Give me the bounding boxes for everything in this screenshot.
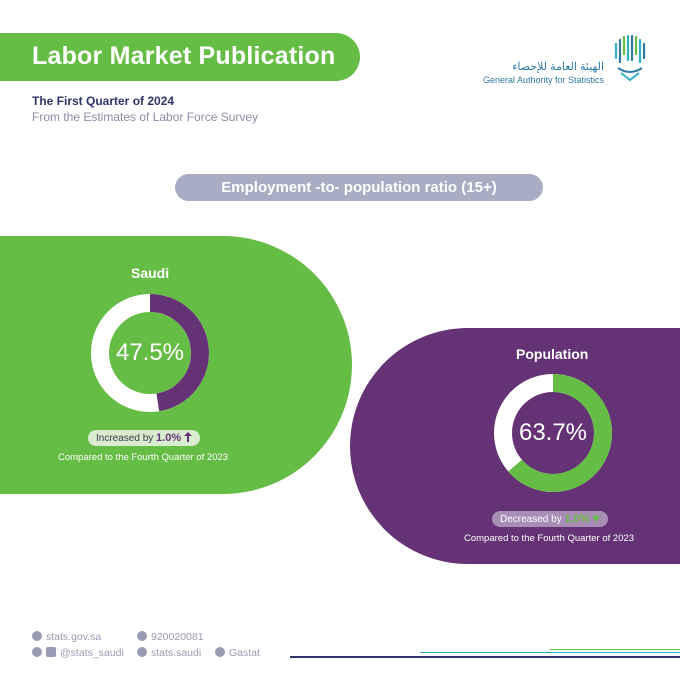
logo-english-name: General Authority for Statistics <box>482 75 604 85</box>
title-banner: Labor Market Publication <box>0 33 360 81</box>
footer-facebook-text: stats.saudi <box>151 647 202 659</box>
saudi-panel <box>0 236 352 494</box>
section-title: Employment -to- population ratio (15+) <box>221 179 497 196</box>
instagram-icon <box>46 647 56 657</box>
arrow-up-icon <box>183 432 192 442</box>
facebook-icon <box>137 647 147 657</box>
footer-facebook[interactable]: stats.saudi <box>137 647 201 659</box>
gastat-logo-icon <box>614 34 646 82</box>
arrow-down-icon <box>592 516 601 522</box>
saudi-change-amount: 1.0% <box>156 432 182 444</box>
population-change-badge: Decreased by 1.0% <box>492 511 609 527</box>
footer-rule-cyan <box>420 652 680 653</box>
footer-website[interactable]: stats.gov.sa <box>32 631 101 643</box>
population-donut-arc <box>508 374 612 492</box>
footer-website-text: stats.gov.sa <box>46 631 102 643</box>
saudi-comparison: Compared to the Fourth Quarter of 2023 <box>58 452 229 463</box>
saudi-value: 47.5% <box>115 339 185 366</box>
population-label: Population <box>516 346 589 362</box>
population-donut-chart <box>494 374 612 492</box>
footer-phone[interactable]: 920020081 <box>137 631 204 643</box>
page-title: Labor Market Publication <box>32 42 336 70</box>
source-line: From the Estimates of Labor Force Survey <box>32 110 259 124</box>
footer-linkedin[interactable]: Gastat <box>215 647 260 659</box>
linkedin-icon <box>215 647 225 657</box>
footer-rule-navy <box>290 656 680 658</box>
section-title-pill: Employment -to- population ratio (15+) <box>175 174 543 201</box>
saudi-change-text: Increased by <box>96 433 154 444</box>
footer-linkedin-text: Gastat <box>229 647 260 659</box>
population-change-text: Decreased by <box>500 514 562 525</box>
population-change-amount: 1.0% <box>564 513 590 525</box>
saudi-label: Saudi <box>131 265 170 281</box>
saudi-donut-chart <box>91 294 209 412</box>
population-comparison: Compared to the Fourth Quarter of 2023 <box>464 533 635 544</box>
saudi-donut-arc <box>149 294 209 412</box>
phone-icon <box>137 631 147 641</box>
footer-phone-text: 920020081 <box>151 631 204 643</box>
logo-arabic-name: الهيئة العامة للإحصاء <box>512 61 604 73</box>
footer-rule-green <box>550 649 680 650</box>
footer-social-x-instagram[interactable]: @stats_saudi <box>32 647 124 659</box>
saudi-change-badge: Increased by 1.0% <box>88 430 200 446</box>
globe-icon <box>32 631 42 641</box>
page-subtitle: The First Quarter of 2024 <box>32 94 175 108</box>
footer-social-text: @stats_saudi <box>60 647 124 659</box>
x-icon <box>32 647 42 657</box>
population-value: 63.7% <box>518 419 588 446</box>
